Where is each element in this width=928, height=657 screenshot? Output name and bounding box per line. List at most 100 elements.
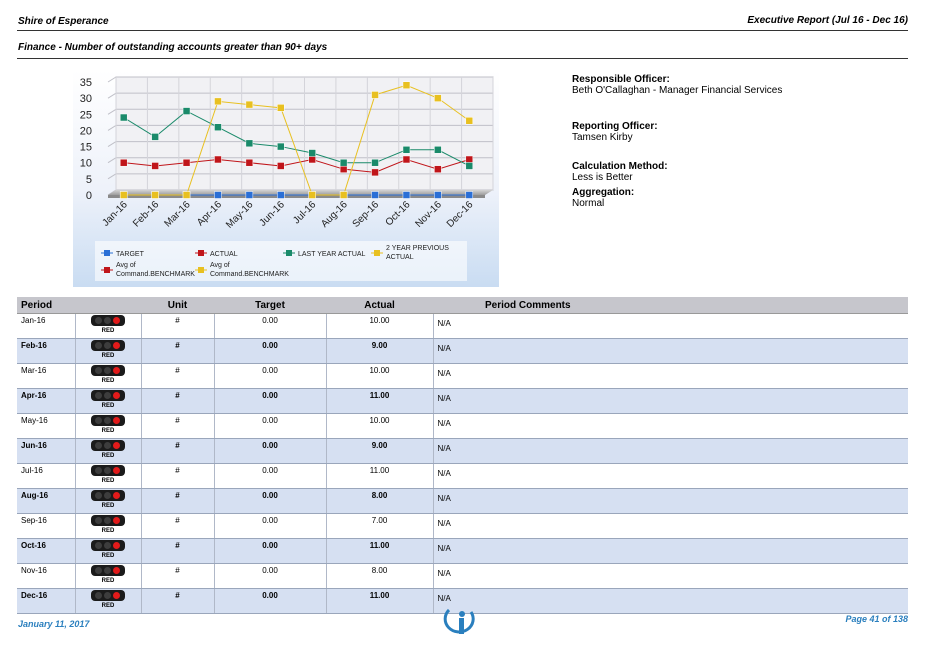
comment-cell: N/A — [433, 438, 908, 464]
status-cell: RED — [75, 363, 142, 389]
col-target: Target — [214, 297, 326, 314]
period-cell: Apr-16 — [17, 388, 76, 414]
table-row: Nov-16 RED #0.00 8.00 N/A — [17, 563, 908, 589]
comment-cell: N/A — [433, 538, 908, 564]
col-status — [75, 297, 141, 314]
unit-cell: # — [141, 438, 215, 464]
data-point — [277, 191, 285, 199]
data-point — [214, 97, 222, 106]
data-point — [371, 191, 379, 199]
period-cell: Jun-16 — [17, 438, 76, 464]
table-row: Oct-16 RED #0.00 11.00 N/A — [17, 538, 908, 564]
traffic-light-icon — [91, 415, 125, 426]
data-point — [402, 191, 411, 199]
y-tick-label: 0 — [86, 190, 92, 202]
status-cell: RED — [75, 438, 142, 464]
data-point — [402, 155, 411, 164]
status-label: RED — [101, 603, 115, 609]
status-label: RED — [101, 328, 115, 334]
status-cell: RED — [75, 563, 142, 589]
table-row: Sep-16 RED #0.00 7.00 N/A — [17, 513, 908, 539]
data-point — [465, 155, 474, 164]
actual-cell: 11.00 — [326, 588, 434, 614]
comment-cell: N/A — [433, 588, 908, 614]
data-point — [434, 165, 442, 173]
target-cell: 0.00 — [214, 363, 327, 389]
status-cell: RED — [75, 588, 142, 614]
col-actual: Actual — [326, 297, 433, 314]
data-point — [182, 191, 191, 199]
data-point — [245, 191, 254, 199]
gridline — [107, 76, 117, 83]
actual-cell: 8.00 — [326, 488, 434, 514]
calculation-method-label: Calculation Method: — [572, 161, 668, 172]
col-unit: Unit — [141, 297, 214, 314]
traffic-light-icon — [91, 590, 125, 601]
reporting-officer-label: Reporting Officer: — [572, 121, 658, 132]
period-cell: Aug-16 — [17, 488, 76, 514]
aggregation: Aggregation: Normal — [572, 187, 634, 209]
data-point — [214, 191, 222, 199]
table-row: Jun-16 RED #0.00 9.00 N/A — [17, 438, 908, 464]
y-tick-label: 10 — [80, 158, 92, 170]
status-label: RED — [101, 528, 115, 534]
report-title: Executive Report (Jul 16 - Dec 16) — [747, 15, 908, 26]
data-point — [465, 116, 474, 125]
data-point — [245, 100, 254, 109]
data-point — [245, 158, 254, 167]
responsible-officer-value: Beth O'Callaghan - Manager Financial Ser… — [572, 85, 783, 96]
aggregation-label: Aggregation: — [572, 187, 635, 198]
gridline — [107, 173, 117, 180]
reporting-officer: Reporting Officer: Tamsen Kirby — [572, 121, 658, 143]
traffic-light-icon — [91, 490, 125, 501]
unit-cell: # — [141, 388, 215, 414]
comment-cell: N/A — [433, 363, 908, 389]
data-point — [277, 162, 285, 170]
traffic-light-icon — [91, 565, 125, 576]
target-cell: 0.00 — [214, 588, 327, 614]
status-label: RED — [101, 428, 115, 434]
data-point — [434, 191, 442, 199]
traffic-light-icon — [91, 340, 125, 351]
actual-cell: 8.00 — [326, 563, 434, 589]
data-point — [119, 191, 128, 199]
data-point — [151, 162, 159, 170]
unit-cell: # — [141, 538, 215, 564]
data-point — [465, 162, 474, 170]
status-label: RED — [101, 578, 115, 584]
actual-cell: 9.00 — [326, 338, 434, 364]
data-point — [182, 107, 191, 115]
comment-cell: N/A — [433, 313, 908, 339]
data-point — [308, 149, 316, 157]
comment-cell: N/A — [433, 388, 908, 414]
gridline — [107, 92, 117, 99]
legend-label: LAST YEAR ACTUAL — [298, 251, 366, 258]
series-line — [123, 110, 470, 167]
y-tick-label: 35 — [80, 77, 92, 89]
legend-marker — [286, 250, 292, 256]
status-label: RED — [101, 503, 115, 509]
unit-cell: # — [141, 513, 215, 539]
legend-label: TARGET — [116, 251, 145, 258]
table-row: May-16 RED #0.00 10.00 N/A — [17, 413, 908, 439]
status-cell: RED — [75, 513, 142, 539]
calculation-method: Calculation Method: Less is Better — [572, 161, 668, 183]
gridline — [107, 157, 117, 164]
period-cell: Mar-16 — [17, 363, 76, 389]
comment-cell: N/A — [433, 563, 908, 589]
plot-floor — [108, 190, 493, 195]
unit-cell: # — [141, 563, 215, 589]
table-row: Jul-16 RED #0.00 11.00 N/A — [17, 463, 908, 489]
gridline — [107, 125, 117, 131]
aggregation-value: Normal — [572, 198, 605, 209]
status-label: RED — [101, 553, 115, 559]
traffic-light-icon — [91, 515, 125, 526]
data-point — [308, 191, 316, 199]
data-point — [371, 91, 379, 99]
table-row: Aug-16 RED #0.00 8.00 N/A — [17, 488, 908, 514]
data-point — [465, 191, 474, 199]
responsible-officer-label: Responsible Officer: — [572, 74, 670, 85]
period-cell: Nov-16 — [17, 563, 76, 589]
data-point — [434, 94, 442, 102]
